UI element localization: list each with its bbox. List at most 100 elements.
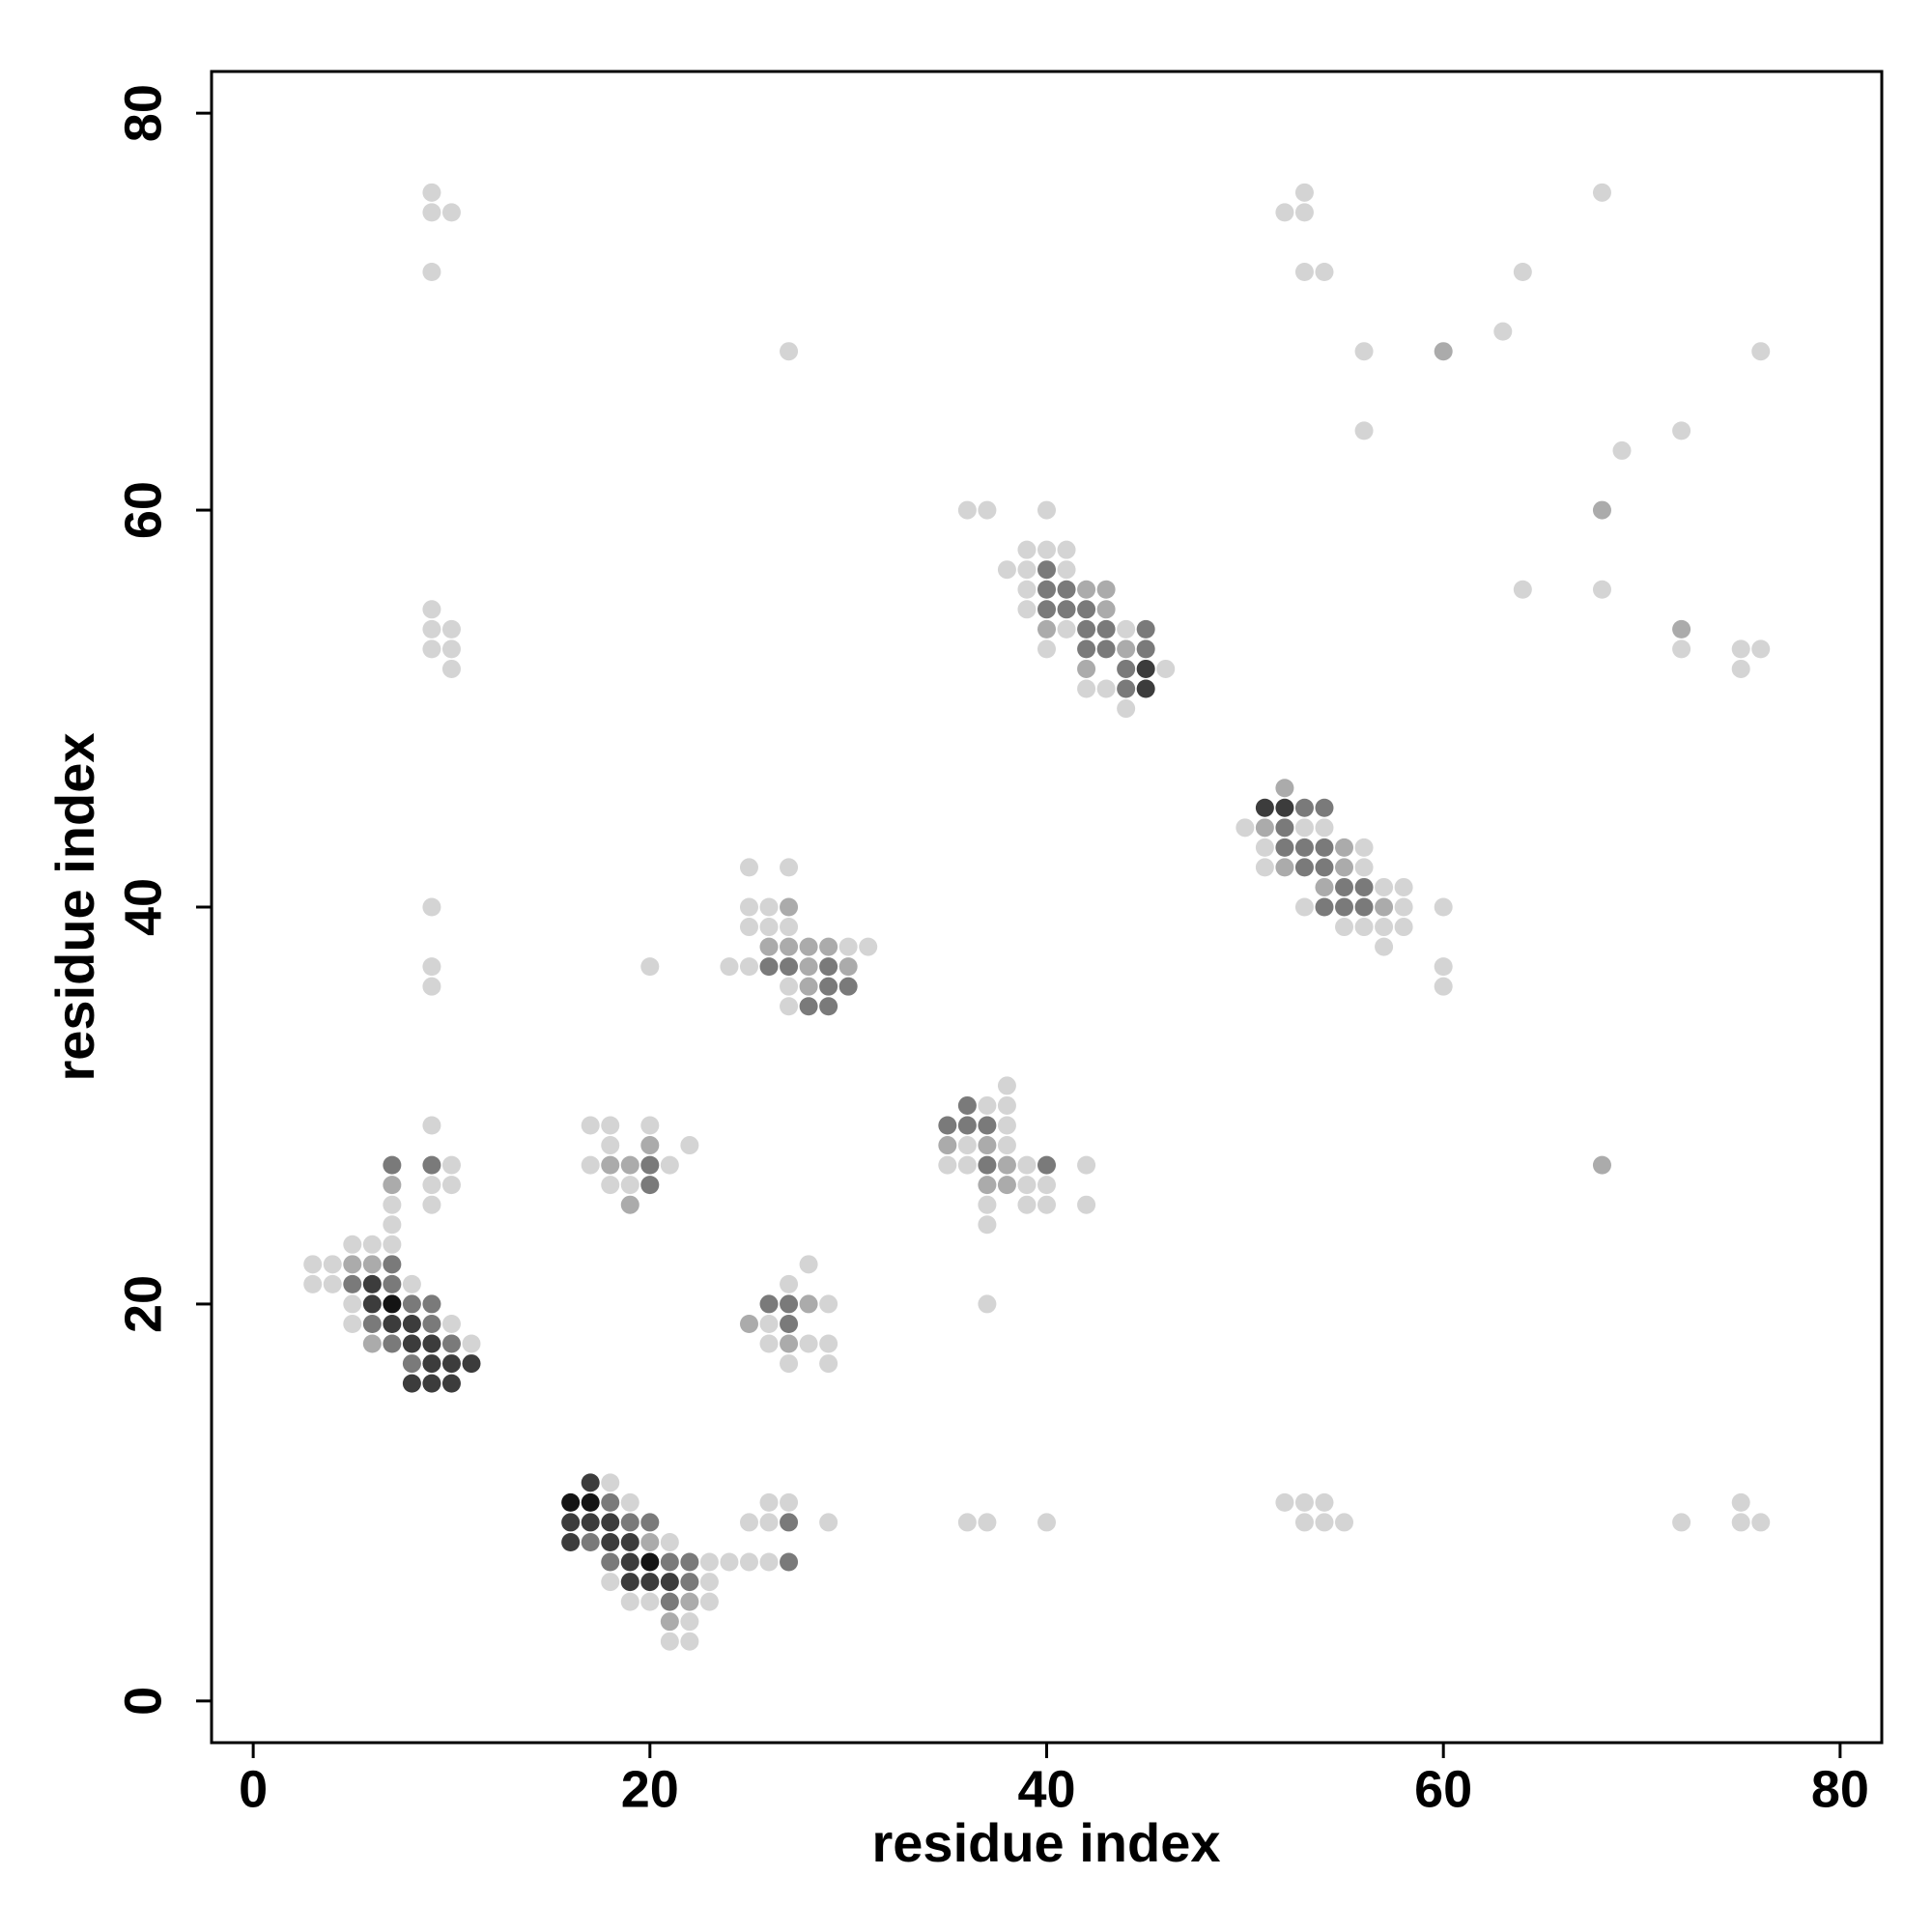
contact-point (1751, 639, 1771, 659)
contact-point (422, 203, 441, 222)
contact-point (1096, 600, 1116, 619)
contact-point (1136, 639, 1155, 659)
contact-point (799, 957, 818, 977)
contact-point (1354, 342, 1374, 361)
contact-point (1275, 818, 1294, 838)
contact-point (1315, 1492, 1334, 1512)
contact-point (343, 1294, 362, 1314)
contact-point (1255, 818, 1274, 838)
contact-point (402, 1374, 421, 1393)
contact-point (601, 1492, 620, 1512)
contact-point (1294, 263, 1314, 282)
contact-point (680, 1552, 699, 1572)
contact-point (422, 1354, 441, 1374)
contact-point (422, 957, 441, 977)
contact-point (819, 957, 838, 977)
contact-point (1294, 183, 1314, 202)
contact-point (1434, 897, 1453, 917)
contact-point (780, 957, 799, 977)
contact-point (1513, 263, 1532, 282)
contact-point (1731, 639, 1750, 659)
contact-point (780, 937, 799, 956)
contact-point (441, 659, 461, 678)
contact-point (1077, 580, 1096, 599)
contact-point (1077, 659, 1096, 678)
contact-point (1672, 1513, 1691, 1532)
contact-point (1255, 838, 1274, 857)
contact-point (422, 263, 441, 282)
y-tick-label: 80 (114, 84, 172, 142)
contact-point (362, 1235, 382, 1254)
contact-point (1315, 858, 1334, 877)
contact-point (441, 1314, 461, 1333)
contact-point (759, 1552, 779, 1572)
contact-point (660, 1155, 679, 1175)
contact-point (978, 1136, 997, 1155)
contact-point (422, 977, 441, 996)
contact-point (601, 1116, 620, 1135)
contact-point (720, 957, 739, 977)
contact-point (422, 1294, 441, 1314)
contact-point (759, 1314, 779, 1333)
contact-point (1394, 918, 1413, 937)
contact-point (441, 639, 461, 659)
contact-point (620, 1513, 639, 1532)
contact-point (1751, 342, 1771, 361)
contact-point (1335, 858, 1354, 877)
contact-point (1236, 818, 1255, 838)
contact-point (1434, 977, 1453, 996)
contact-point (957, 500, 977, 520)
contact-point (1335, 838, 1354, 857)
contact-point (362, 1274, 382, 1293)
contact-point (441, 203, 461, 222)
contact-point (640, 1176, 660, 1195)
contact-point (1136, 659, 1155, 678)
contact-point (780, 918, 799, 937)
contact-point (739, 957, 758, 977)
contact-point (601, 1532, 620, 1551)
contact-point (422, 1116, 441, 1135)
contact-point (383, 1274, 402, 1293)
contact-point (1037, 619, 1056, 639)
contact-point (957, 1155, 977, 1175)
contact-point (759, 1334, 779, 1353)
contact-point (1354, 421, 1374, 440)
contact-point (1275, 838, 1294, 857)
y-axis-title: residue index (44, 732, 105, 1081)
contact-point (699, 1552, 719, 1572)
contact-point (640, 1513, 660, 1532)
contact-point (759, 1513, 779, 1532)
contact-point (819, 1294, 838, 1314)
x-tick-label: 0 (239, 1760, 268, 1818)
contact-point (620, 1552, 639, 1572)
contact-point (1672, 619, 1691, 639)
contact-point (680, 1632, 699, 1651)
contact-point (362, 1314, 382, 1333)
contact-point (640, 957, 660, 977)
contact-point (640, 1573, 660, 1592)
contact-point (1117, 639, 1136, 659)
contact-point (1672, 421, 1691, 440)
contact-point (1275, 203, 1294, 222)
contact-point (997, 1136, 1016, 1155)
x-tick-label: 20 (621, 1760, 679, 1818)
contact-point (1294, 818, 1314, 838)
contact-point (997, 1076, 1016, 1095)
contact-point (422, 1155, 441, 1175)
contact-point (1354, 918, 1374, 937)
contact-point (819, 1354, 838, 1374)
contact-point (383, 1255, 402, 1274)
contact-point (1294, 897, 1314, 917)
contact-point (660, 1552, 679, 1572)
y-tick-label: 40 (114, 878, 172, 936)
contact-point (383, 1215, 402, 1235)
contact-point (938, 1136, 957, 1155)
contact-point (1731, 659, 1750, 678)
contact-point (1375, 937, 1394, 956)
contact-point (780, 1492, 799, 1512)
contact-point (819, 977, 838, 996)
contact-point (1077, 1195, 1096, 1214)
contact-point (759, 1492, 779, 1512)
